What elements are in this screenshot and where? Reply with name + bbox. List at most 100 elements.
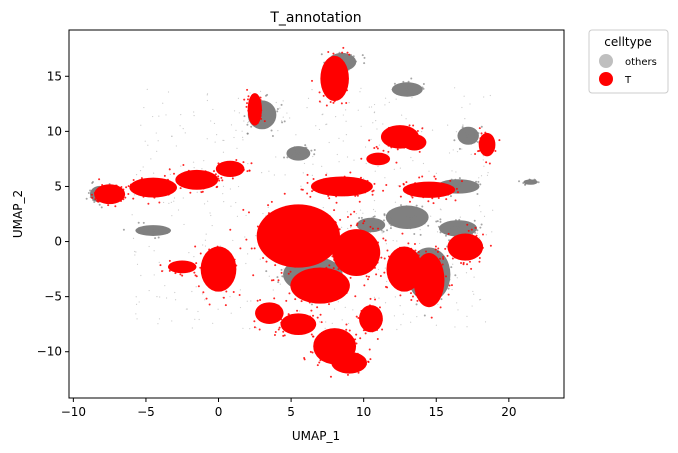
scatter-point xyxy=(442,256,445,259)
scatter-point xyxy=(372,311,375,314)
scatter-point xyxy=(381,160,384,163)
scatter-point xyxy=(349,259,352,262)
scatter-point xyxy=(408,140,411,143)
scatter-point xyxy=(300,328,303,331)
scatter-point xyxy=(397,285,400,288)
scatter-point xyxy=(331,351,334,354)
scatter-point xyxy=(218,273,221,276)
scatter-point xyxy=(339,218,342,221)
scatter-point xyxy=(342,75,345,78)
scatter-point xyxy=(352,368,355,371)
scatter-point xyxy=(218,251,221,254)
scatter-point xyxy=(424,272,427,275)
scatter-point xyxy=(212,322,214,324)
scatter-point xyxy=(227,162,230,165)
scatter-point xyxy=(330,190,333,193)
scatter-point xyxy=(324,184,327,187)
scatter-point xyxy=(337,349,340,352)
scatter-point xyxy=(317,227,320,230)
scatter-point xyxy=(293,150,296,153)
scatter-point xyxy=(450,178,453,181)
scatter-point xyxy=(209,276,212,279)
scatter-point xyxy=(314,324,317,327)
scatter-point xyxy=(480,132,483,135)
scatter-point xyxy=(213,282,216,285)
scatter-point xyxy=(323,181,326,184)
scatter-point xyxy=(288,215,291,218)
scatter-point xyxy=(447,232,450,235)
scatter-point xyxy=(308,260,311,263)
scatter-point xyxy=(363,240,366,243)
scatter-point xyxy=(114,205,117,208)
scatter-point xyxy=(327,185,330,188)
scatter-point xyxy=(466,180,469,183)
scatter-point xyxy=(145,187,148,190)
scatter-point xyxy=(120,185,123,188)
scatter-point xyxy=(200,183,203,186)
scatter-point xyxy=(302,325,305,328)
scatter-point xyxy=(212,170,215,173)
scatter-point xyxy=(195,262,198,265)
scatter-point xyxy=(356,362,359,365)
scatter-point xyxy=(373,215,376,218)
scatter-point xyxy=(327,354,330,357)
scatter-point xyxy=(265,311,268,314)
scatter-point xyxy=(346,211,349,213)
scatter-point xyxy=(316,306,319,309)
scatter-point xyxy=(201,262,204,265)
scatter-point xyxy=(419,270,422,273)
scatter-point xyxy=(415,213,418,216)
x-axis: −10 −5 0 5 10 15 20 xyxy=(61,398,516,419)
scatter-point xyxy=(416,146,419,149)
scatter-point xyxy=(439,190,442,193)
scatter-point xyxy=(466,223,469,226)
scatter-point xyxy=(408,220,411,223)
scatter-point xyxy=(354,194,357,197)
scatter-point xyxy=(369,156,372,159)
scatter-point xyxy=(435,281,438,284)
scatter-point xyxy=(422,266,425,269)
scatter-point xyxy=(157,236,160,239)
scatter-point xyxy=(253,247,256,250)
scatter-point xyxy=(152,186,155,189)
scatter-point xyxy=(180,114,182,116)
scatter-point xyxy=(387,144,390,147)
scatter-point xyxy=(401,91,404,94)
scatter-point xyxy=(108,195,111,198)
scatter-point xyxy=(412,260,415,263)
scatter-point xyxy=(151,185,154,188)
scatter-point xyxy=(260,226,263,229)
scatter-point xyxy=(330,333,333,336)
scatter-point xyxy=(461,126,464,129)
scatter-point xyxy=(346,180,349,183)
scatter-point xyxy=(357,250,360,253)
scatter-point xyxy=(402,89,405,92)
scatter-point xyxy=(350,246,353,249)
scatter-point xyxy=(289,234,292,237)
scatter-point xyxy=(334,339,337,342)
scatter-point xyxy=(145,186,148,189)
scatter-point xyxy=(306,173,309,176)
scatter-point xyxy=(328,141,330,144)
scatter-point xyxy=(361,265,364,268)
scatter-point xyxy=(287,227,290,230)
scatter-point xyxy=(366,225,369,228)
scatter-point xyxy=(323,283,326,286)
scatter-point xyxy=(232,239,234,242)
scatter-point xyxy=(390,216,393,219)
scatter-point xyxy=(253,320,256,323)
scatter-point xyxy=(346,156,349,158)
scatter-point xyxy=(416,299,419,302)
scatter-point xyxy=(413,242,416,245)
scatter-point xyxy=(195,187,198,190)
scatter-point xyxy=(417,250,420,253)
scatter-point xyxy=(331,346,334,349)
scatter-point xyxy=(313,229,316,232)
scatter-point xyxy=(454,178,457,181)
scatter-point xyxy=(355,188,358,191)
scatter-point xyxy=(158,229,161,232)
scatter-point xyxy=(346,361,349,364)
scatter-point xyxy=(297,244,300,247)
scatter-point xyxy=(208,264,211,267)
